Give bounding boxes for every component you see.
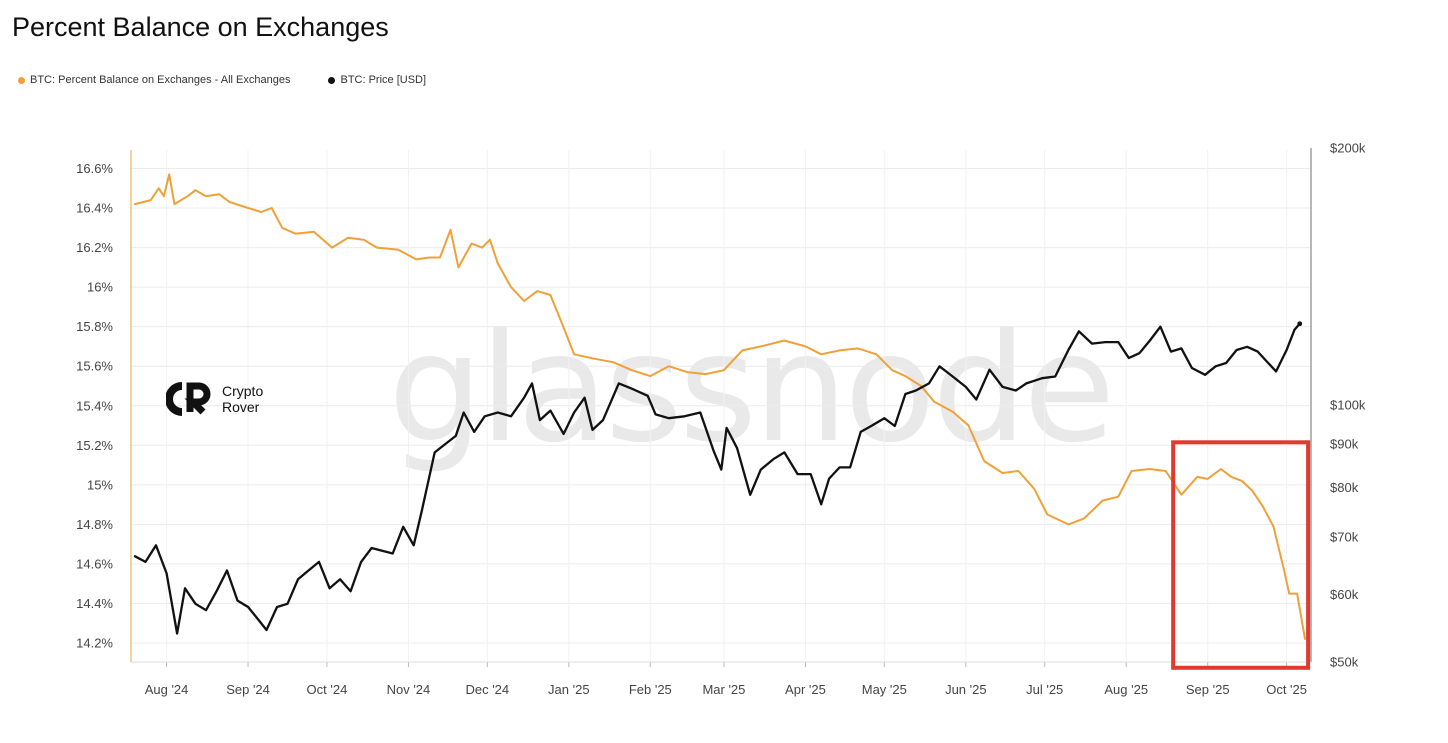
crypto-rover-logo-icon — [166, 382, 211, 416]
highlight-box — [1171, 440, 1311, 670]
y-left-tick-label: 16.6% — [76, 161, 113, 176]
x-tick-label: Oct '24 — [307, 682, 348, 697]
brand-name-line1: Crypto — [222, 383, 264, 399]
brand-name: Crypto Rover — [222, 383, 263, 415]
x-tick-label: Feb '25 — [629, 682, 672, 697]
x-tick-label: Apr '25 — [785, 682, 826, 697]
x-tick-label: Jun '25 — [945, 682, 987, 697]
y-right-tick-label: $200k — [1330, 141, 1366, 156]
legend-swatch-price — [328, 76, 336, 84]
chart-legend: BTC: Percent Balance on Exchanges - All … — [18, 74, 426, 86]
legend-label-balance: BTC: Percent Balance on Exchanges - All … — [30, 74, 291, 86]
y-left-tick-label: 14.2% — [76, 636, 113, 651]
series-line-price — [133, 322, 1301, 635]
x-tick-label: Nov '24 — [387, 682, 431, 697]
highlight-overlay — [1171, 440, 1311, 670]
x-tick-label: Jul '25 — [1026, 682, 1063, 697]
crypto-rover-brand: Crypto Rover — [166, 382, 263, 416]
x-tick-label: Aug '25 — [1104, 682, 1148, 697]
y-right-tick-label: $90k — [1330, 437, 1359, 452]
x-tick-label: Mar '25 — [702, 682, 745, 697]
grid-lines — [131, 150, 1311, 662]
x-tick-label: Jan '25 — [548, 682, 590, 697]
brand-name-line2: Rover — [222, 399, 260, 415]
legend-label-price: BTC: Price [USD] — [340, 74, 427, 86]
y-right-tick-label: $100k — [1330, 398, 1366, 413]
y-right-tick-label: $80k — [1330, 480, 1359, 495]
y-left-tick-label: 16% — [87, 280, 113, 295]
y-left-tick-label: 16.2% — [76, 240, 113, 255]
x-tick-label: Dec '24 — [465, 682, 509, 697]
y-left-tick-label: 14.8% — [76, 517, 113, 532]
x-tick-label: Sep '24 — [226, 682, 270, 697]
y-right-tick-label: $60k — [1330, 587, 1359, 602]
price-end-point — [1297, 321, 1303, 327]
y-left-tick-label: 15.2% — [76, 438, 113, 453]
x-tick-label: Aug '24 — [145, 682, 189, 697]
y-left-tick-label: 14.6% — [76, 556, 113, 571]
x-tick-label: Oct '25 — [1266, 682, 1307, 697]
legend-swatch-balance — [18, 76, 25, 84]
y-right-tick-label: $70k — [1330, 530, 1359, 545]
y-left-tick-label: 16.4% — [76, 201, 113, 216]
legend-item-balance[interactable]: BTC: Percent Balance on Exchanges - All … — [18, 74, 290, 86]
axes: 16.6% 16.4% 16.2% 16% 15.8% 15.6% 15.4% 15.2% 15… — [76, 141, 1366, 698]
y-left-tick-label: 15.4% — [76, 398, 113, 413]
chart-title: Percent Balance on Exchanges — [12, 12, 389, 42]
x-tick-label: Sep '25 — [1186, 682, 1230, 697]
series-lines — [133, 173, 1306, 640]
y-left-tick-label: 15% — [87, 477, 113, 492]
watermark-text: glassnode — [388, 302, 1111, 476]
y-right-tick-label: $50k — [1330, 655, 1359, 670]
series-line-balance — [134, 173, 1306, 640]
y-left-tick-label: 15.6% — [76, 359, 113, 374]
legend-item-price[interactable]: BTC: Price [USD] — [328, 74, 426, 86]
x-tick-label: May '25 — [862, 682, 907, 697]
y-left-tick-label: 15.8% — [76, 319, 113, 334]
y-left-tick-label: 14.4% — [76, 596, 113, 611]
